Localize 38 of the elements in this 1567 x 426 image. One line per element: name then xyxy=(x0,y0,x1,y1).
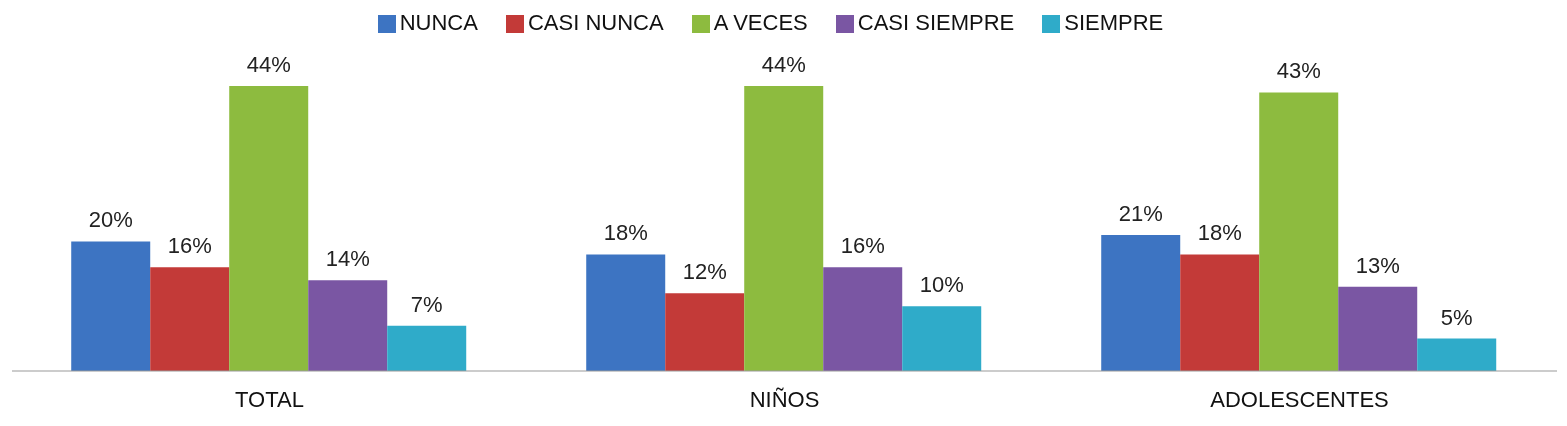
data-label: 14% xyxy=(325,246,370,272)
bar xyxy=(1417,338,1497,371)
bar xyxy=(1259,92,1339,371)
legend-label: A VECES xyxy=(713,10,808,35)
legend-label: CASI SIEMPRE xyxy=(857,10,1015,35)
bar xyxy=(1338,286,1418,371)
bar xyxy=(150,267,230,371)
data-label: 20% xyxy=(88,207,133,233)
bar xyxy=(586,254,666,371)
legend-label: NUNCA xyxy=(399,10,478,35)
data-label: 18% xyxy=(1197,220,1242,246)
data-label: 16% xyxy=(840,233,885,259)
data-label: 16% xyxy=(167,233,212,259)
data-label: 43% xyxy=(1276,58,1321,84)
bar xyxy=(744,86,824,371)
data-label: 44% xyxy=(761,52,806,77)
bar xyxy=(71,241,151,371)
bar xyxy=(229,86,309,371)
data-label: 5% xyxy=(1440,304,1473,330)
bar xyxy=(387,325,467,371)
data-label: 21% xyxy=(1118,200,1163,226)
data-label: 44% xyxy=(246,52,291,77)
data-label: 7% xyxy=(410,291,443,317)
legend-label: SIEMPRE xyxy=(1064,10,1164,35)
bar xyxy=(823,267,903,371)
x-tick-label: ADOLESCENTES xyxy=(1210,386,1389,412)
x-tick-label: TOTAL xyxy=(235,386,304,412)
legend-label: CASI NUNCA xyxy=(527,10,664,35)
data-label: 10% xyxy=(919,272,964,298)
bar xyxy=(308,280,388,371)
bar xyxy=(902,306,982,371)
bar xyxy=(1180,254,1260,371)
bar xyxy=(665,293,745,371)
x-tick-label: NIÑOS xyxy=(749,386,820,412)
bar xyxy=(1101,234,1181,371)
data-label: 12% xyxy=(682,259,727,285)
data-label: 13% xyxy=(1355,252,1400,278)
data-label: 18% xyxy=(603,220,648,246)
